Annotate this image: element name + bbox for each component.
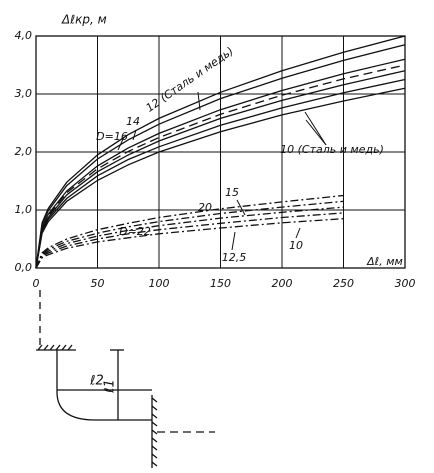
plot-frame xyxy=(35,35,406,269)
x-tick-label: 150 xyxy=(210,277,231,290)
x-tick-label: 250 xyxy=(333,277,354,290)
curve xyxy=(35,87,406,269)
curve xyxy=(35,35,406,269)
curve xyxy=(35,200,344,269)
hatch xyxy=(151,397,158,467)
y-tick-label: 0,0 xyxy=(15,261,33,274)
x-tick-label: 100 xyxy=(149,277,170,290)
diagram xyxy=(36,290,215,468)
y-tick-label: 3,0 xyxy=(15,87,33,100)
curve-label: 15 xyxy=(225,186,239,199)
x-tick-label: 50 xyxy=(91,277,105,290)
leader-line xyxy=(132,129,137,141)
x-tick-label: 0 xyxy=(33,277,40,290)
curve xyxy=(35,70,406,269)
dim-label: ℓ2 xyxy=(89,374,104,389)
x-tick-label: 300 xyxy=(395,277,416,290)
leader-line xyxy=(236,199,246,216)
y-tick-label: 2,0 xyxy=(15,145,33,158)
x-axis-label: Δℓ, мм xyxy=(366,255,403,268)
leader-line xyxy=(295,227,301,239)
leader-line xyxy=(117,136,125,151)
curve xyxy=(35,44,406,269)
curve-label: 10 xyxy=(289,239,303,252)
curve xyxy=(35,218,344,269)
curve-label: 12,5 xyxy=(222,251,247,264)
dim-label: ℓ1 xyxy=(103,379,118,394)
leader-line xyxy=(305,119,327,146)
curve-label: 12 (Сталь и медь) xyxy=(144,45,236,115)
curve-label: 20 xyxy=(198,201,212,214)
curve xyxy=(35,78,406,269)
pipe xyxy=(56,350,152,421)
curve xyxy=(35,206,344,269)
y-tick-label: 4,0 xyxy=(15,29,33,42)
leader-line xyxy=(304,111,327,146)
curve xyxy=(35,212,344,269)
hatch xyxy=(37,344,73,351)
leader-line xyxy=(197,91,201,111)
curve xyxy=(35,194,344,269)
curve-label: 14 xyxy=(126,115,140,128)
x-tick-label: 200 xyxy=(272,277,293,290)
curve-label: D=16 xyxy=(96,130,128,143)
curve xyxy=(35,64,406,269)
curve xyxy=(35,58,406,269)
y-axis-label: Δℓкр, м xyxy=(61,13,107,27)
leader-line xyxy=(231,231,236,251)
y-tick-label: 1,0 xyxy=(15,203,33,216)
curve-label: 10 (Сталь и медь) xyxy=(280,143,384,156)
